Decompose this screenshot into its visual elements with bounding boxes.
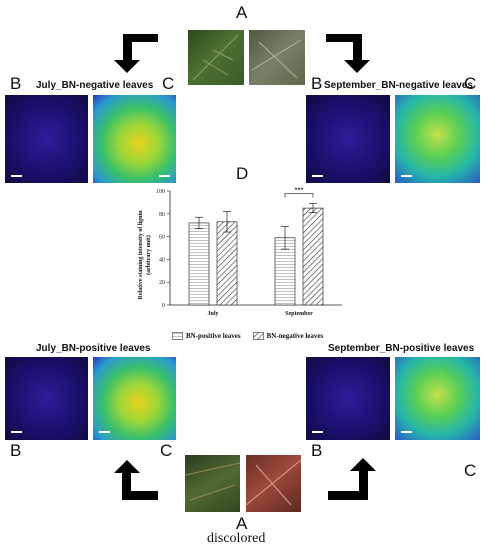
- legend-label-bn-negative: BN-negative leaves: [266, 332, 324, 340]
- scale-bar: [99, 431, 110, 433]
- panel-title-july-negative: July_BN-negative leaves: [36, 80, 154, 91]
- label-b-bottom-left: B: [10, 441, 22, 460]
- lignin-bar-chart: Relative staining intensity of lignin (a…: [138, 188, 342, 317]
- y-tick-label: 100: [156, 189, 165, 195]
- legend-swatch-bn-positive: [172, 332, 183, 340]
- fluorescence-heatmap-september-positive: [395, 357, 480, 440]
- leaf-vein-lines: [192, 34, 239, 81]
- significance-bracket: [284, 193, 314, 198]
- label-b-top-left: B: [10, 74, 22, 93]
- arrow-bottom-left-icon: [114, 460, 158, 500]
- fluorescence-blue-july-negative: [5, 95, 88, 183]
- fluorescence-heatmap-july-negative: [93, 95, 176, 183]
- legend-swatch-bn-negative: [252, 332, 264, 340]
- legend-label-bn-positive: BN-positive leaves: [186, 332, 241, 340]
- label-b-bottom-right: B: [311, 441, 323, 460]
- arrow-top-left-icon: [114, 34, 158, 73]
- panel-title-september-positive: September_BN-positive leaves: [328, 343, 475, 354]
- label-c-top-right: C: [464, 74, 477, 93]
- scale-bar: [312, 431, 323, 433]
- leaf-vein-lines: [246, 459, 301, 506]
- scale-bar: [11, 431, 22, 433]
- x-tick-label: September: [285, 311, 313, 317]
- fluorescence-heatmap-september-negative: [395, 95, 480, 183]
- arrow-top-right-icon: [326, 34, 370, 73]
- leaf-photo-green-bottom: [185, 455, 240, 512]
- fluorescence-blue-july-positive: [5, 357, 88, 440]
- x-tick-label: July: [207, 311, 218, 317]
- scale-bar: [401, 431, 412, 433]
- y-axis-label-line2: (arbitrary unit): [145, 235, 152, 275]
- label-c-top-left: C: [162, 74, 175, 93]
- y-axis-label: Relative staining intensity of lignin (a…: [138, 210, 152, 300]
- significance-label: ***: [295, 188, 304, 194]
- label-c-bottom-right: C: [464, 461, 477, 480]
- fluorescence-blue-september-positive: [306, 357, 390, 440]
- leaf-photo-green-top: [188, 30, 244, 85]
- label-b-top-right: B: [311, 74, 323, 93]
- panel-title-july-positive: July_BN-positive leaves: [36, 343, 151, 354]
- leaf-photo-discolored-bottom: [246, 455, 301, 512]
- y-tick-label: 40: [159, 257, 165, 263]
- chart-legend: BN-positive leaves BN-negative leaves: [172, 332, 323, 340]
- fluorescence-blue-september-negative: [306, 95, 390, 183]
- label-a-top: A: [236, 3, 248, 22]
- leaf-vein-lines: [251, 39, 302, 79]
- fluorescence-heatmap-july-positive: [93, 357, 176, 440]
- y-tick-label: 80: [159, 212, 165, 218]
- scale-bar: [159, 175, 170, 177]
- scale-bar: [11, 175, 22, 177]
- leaf-vein-lines: [185, 462, 240, 501]
- label-d: D: [236, 164, 249, 183]
- bar-bn-negative-leaves-september: [302, 207, 324, 306]
- bar-bn-negative-leaves-july: [216, 221, 238, 306]
- scale-bar: [312, 175, 323, 177]
- bar-bn-positive-leaves-july: [188, 222, 210, 306]
- panel-title-september-negative: September_BN-negative leaves: [324, 80, 473, 91]
- scale-bar: [401, 175, 412, 177]
- arrow-bottom-right-icon: [328, 458, 376, 500]
- discolored-caption: discolored: [207, 531, 266, 546]
- y-tick-label: 60: [159, 235, 165, 241]
- leaf-photo-grey-top: [249, 30, 305, 85]
- y-tick-label: 20: [159, 280, 165, 286]
- y-axis-label-line1: Relative staining intensity of lignin: [138, 210, 144, 300]
- label-a-bottom: A: [236, 514, 248, 533]
- y-tick-label: 0: [162, 303, 165, 309]
- label-c-bottom-left: C: [160, 441, 173, 460]
